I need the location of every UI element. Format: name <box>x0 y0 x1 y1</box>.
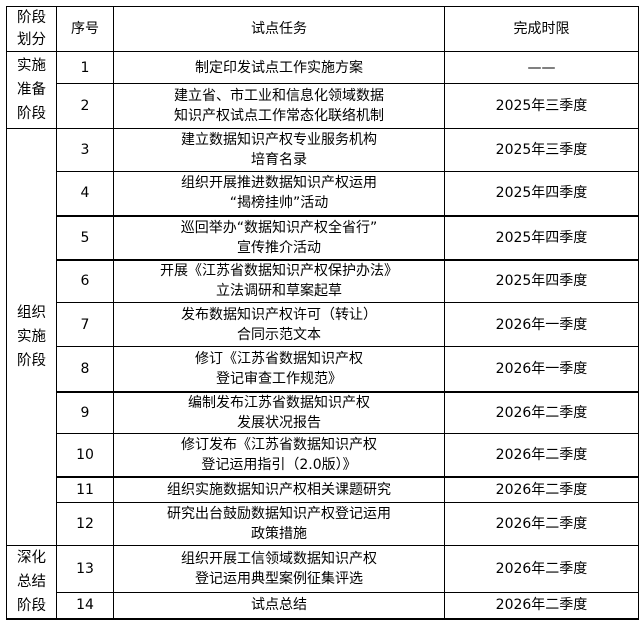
task-line: 修订《江苏省数据知识产权 <box>195 350 363 367</box>
task-line: 制定印发试点工作实施方案 <box>195 59 363 76</box>
deadline-cell: 2025年三季度 <box>444 83 639 129</box>
task-cell: 编制发布江苏省数据知识产权 发展状况报告 <box>113 391 445 434</box>
deadline-cell: 2026年二季度 <box>444 591 639 620</box>
stage-label: 阶段 <box>17 106 46 122</box>
task-cell: 组织开展工信领域数据知识产权 登记运用典型案例征集评选 <box>113 545 445 593</box>
header-stage: 阶段划分 <box>6 6 57 52</box>
table-row: 8 修订《江苏省数据知识产权 登记审查工作规范》 2026年一季度 <box>7 346 639 393</box>
deadline-cell: 2026年二季度 <box>444 433 639 478</box>
task-line: 合同示范文本 <box>237 326 321 343</box>
stage-cell: 组织 实施 阶段 <box>6 128 57 546</box>
stage-cell: 深化 总结 阶段 <box>6 545 57 620</box>
task-cell: 发布数据知识产权许可（转让） 合同示范文本 <box>113 302 445 347</box>
task-line: 开展《江苏省数据知识产权保护办法》 <box>160 263 398 280</box>
header-task: 试点任务 <box>113 6 445 52</box>
table-row: 组织 实施 阶段 3 建立数据知识产权专业服务机构 培育名录 2025年三季度 <box>6 128 639 546</box>
number-cell: 2 <box>56 83 114 129</box>
task-line: 知识产权试点工作常态化联络机制 <box>174 108 384 124</box>
task-cell: 建立数据知识产权专业服务机构 培育名录 <box>113 128 445 172</box>
number-cell: 14 <box>56 591 114 620</box>
table-row: 9 编制发布江苏省数据知识产权 发展状况报告 2026年二季度 <box>7 391 639 434</box>
deadline-cell: 2025年四季度 <box>444 171 639 217</box>
task-cell: 组织实施数据知识产权相关课题研究 <box>113 476 445 503</box>
stage-label: 阶段 <box>17 598 46 614</box>
deadline-cell: —— <box>444 51 639 84</box>
deadline-cell: 2026年二季度 <box>444 545 639 593</box>
header-row: 阶段划分 序号 试点任务 完成时限 <box>6 6 639 52</box>
task-line: 组织实施数据知识产权相关课题研究 <box>167 481 391 498</box>
table-row: 深化 总结 阶段 13 组织开展工信领域数据知识产权 登记运用典型案例征集评选 2026年二… <box>6 545 639 620</box>
task-line: 编制发布江苏省数据知识产权 <box>188 394 370 411</box>
number-cell: 4 <box>56 171 114 217</box>
number-cell: 13 <box>56 545 114 593</box>
task-line: 登记运用典型案例征集评选 <box>195 570 363 587</box>
task-cell: 建立省、市工业和信息化领域数据 知识产权试点工作常态化联络机制 <box>113 83 445 129</box>
number-cell: 10 <box>56 433 114 478</box>
number-cell: 3 <box>56 128 114 172</box>
task-cell: 开展《江苏省数据知识产权保护办法》 立法调研和草案起草 <box>113 259 445 303</box>
pilot-task-table: 阶段划分 序号 试点任务 完成时限 实施 准备 阶段 1 制定印发试点工作实施方案 —— 2… <box>6 6 639 620</box>
stage-label: 深化 <box>17 550 46 566</box>
number-cell: 9 <box>56 391 114 434</box>
deadline-cell: 2026年二季度 <box>444 476 639 503</box>
table-row: 2 建立省、市工业和信息化领域数据 知识产权试点工作常态化联络机制 2025年三季度 <box>7 83 639 129</box>
table-row: 4 组织开展推进数据知识产权运用 “揭榜挂帅”活动 2025年四季度 <box>7 171 639 217</box>
deadline-cell: 2026年二季度 <box>444 391 639 434</box>
number-cell: 6 <box>56 259 114 303</box>
task-cell: 组织开展推进数据知识产权运用 “揭榜挂帅”活动 <box>113 171 445 217</box>
task-line: 发展状况报告 <box>237 414 321 431</box>
task-cell: 修订《江苏省数据知识产权 登记审查工作规范》 <box>113 346 445 393</box>
stage-label: 总结 <box>17 574 46 590</box>
deadline-cell: 2026年二季度 <box>444 502 639 546</box>
number-cell: 7 <box>56 302 114 347</box>
stage-label: 准备 <box>17 82 46 98</box>
number-cell: 5 <box>56 215 114 261</box>
task-line: 组织开展工信领域数据知识产权 <box>181 550 377 567</box>
task-cell: 制定印发试点工作实施方案 <box>113 51 445 84</box>
stage-cell: 实施 准备 阶段 <box>6 51 57 129</box>
number-cell: 12 <box>56 502 114 546</box>
table-row: 10 修订发布《江苏省数据知识产权 登记运用指引（2.0版）》 2026年二季度 <box>7 433 639 478</box>
task-line: 建立省、市工业和信息化领域数据 <box>174 88 384 104</box>
header-number: 序号 <box>56 6 114 52</box>
number-cell: 1 <box>56 51 114 84</box>
number-cell: 11 <box>56 476 114 503</box>
number-cell: 8 <box>56 346 114 393</box>
deadline-cell: 2026年一季度 <box>444 302 639 347</box>
task-line: 政策措施 <box>251 526 307 542</box>
deadline-cell: 2025年四季度 <box>444 259 639 303</box>
table-row: 11 组织实施数据知识产权相关课题研究 2026年二季度 <box>7 476 639 503</box>
task-cell: 巡回举办“数据知识产权全省行” 宣传推介活动 <box>113 215 445 261</box>
task-line: “揭榜挂帅”活动 <box>229 195 329 212</box>
task-line: 宣传推介活动 <box>237 239 321 256</box>
table-row: 6 开展《江苏省数据知识产权保护办法》 立法调研和草案起草 2025年四季度 <box>7 259 639 303</box>
table-row: 14 试点总结 2026年二季度 <box>7 591 639 620</box>
table-row: 7 发布数据知识产权许可（转让） 合同示范文本 2026年一季度 <box>7 302 639 347</box>
task-line: 发布数据知识产权许可（转让） <box>181 306 377 323</box>
task-line: 培育名录 <box>251 152 307 168</box>
stage-label: 实施 <box>17 329 46 345</box>
header-deadline: 完成时限 <box>444 6 639 52</box>
task-cell: 试点总结 <box>113 591 445 620</box>
task-line: 组织开展推进数据知识产权运用 <box>181 175 377 192</box>
deadline-cell: 2025年四季度 <box>444 215 639 261</box>
task-line: 登记运用指引（2.0版）》 <box>201 456 357 473</box>
deadline-cell: 2026年一季度 <box>444 346 639 393</box>
stage-label: 阶段 <box>17 353 46 369</box>
task-cell: 修订发布《江苏省数据知识产权 登记运用指引（2.0版）》 <box>113 433 445 478</box>
table-row: 实施 准备 阶段 1 制定印发试点工作实施方案 —— <box>6 51 639 129</box>
task-line: 修订发布《江苏省数据知识产权 <box>181 436 377 453</box>
task-line: 巡回举办“数据知识产权全省行” <box>180 219 378 236</box>
stage-label: 组织 <box>17 305 46 321</box>
task-cell: 研究出台鼓励数据知识产权登记运用 政策措施 <box>113 502 445 546</box>
task-line: 试点总结 <box>251 597 307 614</box>
stage-label: 实施 <box>17 58 46 74</box>
task-line: 立法调研和草案起草 <box>216 283 342 300</box>
task-line: 登记审查工作规范》 <box>216 370 342 387</box>
task-line: 研究出台鼓励数据知识产权登记运用 <box>167 506 391 522</box>
task-line: 建立数据知识产权专业服务机构 <box>181 132 377 148</box>
table-row: 12 研究出台鼓励数据知识产权登记运用 政策措施 2026年二季度 <box>7 502 639 546</box>
table-row: 5 巡回举办“数据知识产权全省行” 宣传推介活动 2025年四季度 <box>7 215 639 261</box>
deadline-cell: 2025年三季度 <box>444 128 639 172</box>
